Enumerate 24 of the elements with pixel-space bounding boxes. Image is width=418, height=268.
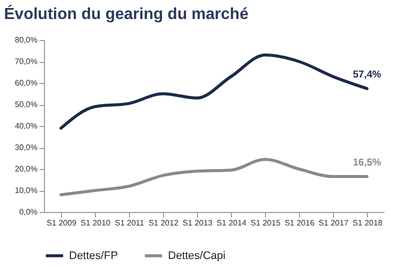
y-tick-label: 70,0% [14,57,38,66]
y-tick-label: 20,0% [14,164,38,174]
y-tick-label: 10,0% [14,186,38,195]
x-tick-label: S1 2015 [250,218,281,228]
y-tick-label: 40,0% [14,122,38,130]
data-label: 16,5% [352,158,382,169]
x-tick-label: S1 2013 [182,218,213,228]
x-tick-label: S1 2017 [318,218,349,228]
x-tick-label: S1 2018 [352,218,383,228]
x-tick-label: S1 2012 [148,218,179,228]
y-tick-label: 80,0% [14,36,38,44]
y-tick-label: 0,0% [19,208,38,216]
x-tick-label: S1 2010 [80,218,111,228]
x-tick-label: S1 2011 [114,218,145,228]
data-label: 57,4% [352,70,382,81]
x-tick-label: S1 2009 [46,218,77,228]
legend-label: Dettes/Capi [168,250,226,262]
y-tick-label: 60,0% [14,78,38,88]
chart-title: Évolution du gearing du marché [4,4,249,23]
x-tick-label: S1 2014 [216,218,247,228]
x-tick-label: S1 2016 [284,218,315,228]
legend-label: Dettes/FP [69,250,118,262]
y-tick-label: 30,0% [14,143,38,152]
y-tick-label: 50,0% [14,100,38,109]
